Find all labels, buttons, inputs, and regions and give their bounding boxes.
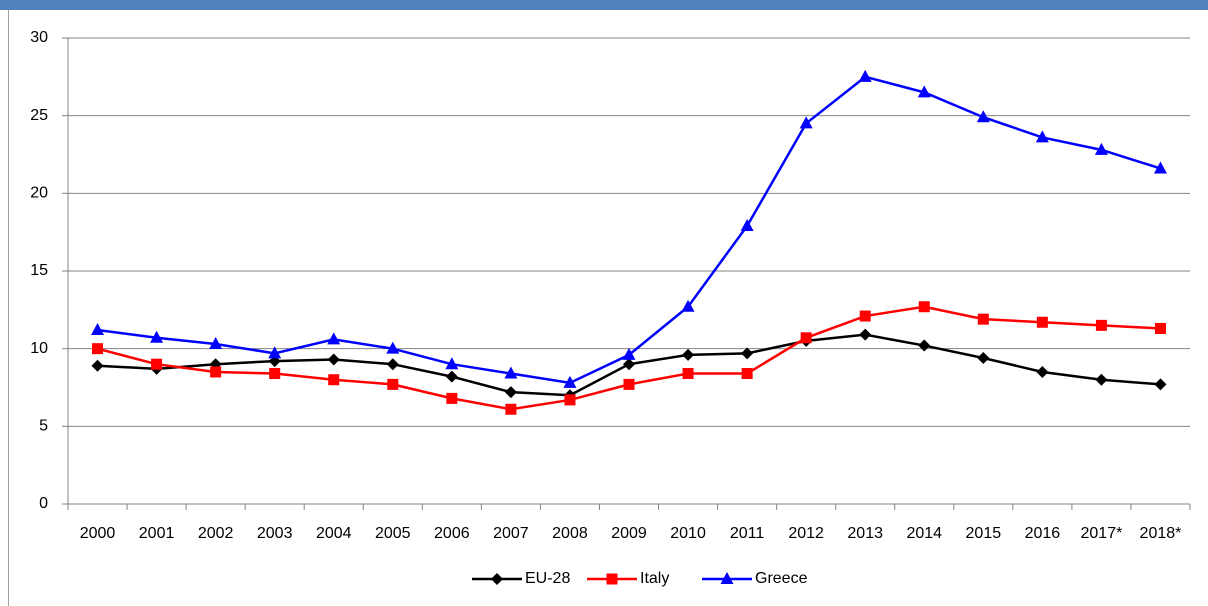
marker [681,299,695,312]
marker [328,374,340,386]
marker [327,332,341,345]
x-tick-label: 2017* [1081,525,1123,542]
legend-item: EU-28 [472,570,570,587]
y-tick-label: 20 [30,185,48,202]
marker [505,403,517,415]
x-tick-label: 2015 [966,525,1002,542]
y-tick-label: 5 [39,418,48,435]
x-tick-label: 2012 [788,525,824,542]
x-tick-label: 2005 [375,525,411,542]
marker [1035,130,1049,143]
x-tick-label: 2006 [434,525,470,542]
legend-label: Italy [640,570,669,587]
x-tick-label: 2016 [1025,525,1061,542]
x-tick-label: 2001 [139,525,175,542]
legend-label: EU-28 [525,570,570,587]
marker [682,348,695,361]
marker [491,573,503,585]
x-tick-label: 2000 [80,525,116,542]
x-tick-label: 2010 [670,525,706,542]
marker [976,110,990,123]
legend-item: Italy [587,570,669,587]
marker [446,392,458,404]
marker [918,301,930,313]
y-tick-label: 15 [30,262,48,279]
marker [150,330,164,343]
marker [504,386,517,399]
x-tick-label: 2008 [552,525,588,542]
marker [1154,322,1166,334]
marker [859,328,872,341]
header-bar [0,0,1208,10]
x-tick-label: 2009 [611,525,647,542]
marker [858,69,872,82]
marker [504,366,518,379]
marker [209,337,223,350]
marker [977,313,989,325]
series-line [97,75,1161,385]
marker [741,347,754,360]
marker [445,370,458,383]
marker [606,573,618,585]
marker [563,375,577,388]
marker [1154,378,1167,391]
x-tick-label: 2011 [730,525,765,542]
marker [151,358,163,370]
marker [387,378,399,390]
marker [91,323,105,336]
x-tick-label: 2013 [847,525,883,542]
marker [917,85,931,98]
marker [1095,373,1108,386]
marker [268,346,282,359]
marker [622,347,636,360]
marker [269,368,281,380]
y-tick-label: 25 [30,107,48,124]
marker [800,332,812,344]
x-tick-label: 2014 [906,525,942,542]
marker [92,343,104,355]
y-tick-label: 10 [30,340,48,357]
x-tick-label: 2007 [493,525,529,542]
marker [445,357,459,370]
marker [327,353,340,366]
marker [1036,365,1049,378]
marker [386,358,399,371]
marker [623,378,635,390]
y-tick-label: 30 [30,29,48,46]
marker [1094,142,1108,155]
marker [799,116,813,129]
marker [741,368,753,380]
marker [740,218,754,231]
marker [720,572,734,584]
marker [682,368,694,380]
legend-label: Greece [755,570,808,587]
marker [386,341,400,354]
x-tick-label: 2018* [1140,525,1182,542]
legend-item: Greece [702,570,808,587]
marker [1095,319,1107,331]
marker [918,339,931,352]
x-tick-label: 2003 [257,525,293,542]
marker [564,394,576,406]
x-tick-label: 2004 [316,525,352,542]
y-tick-label: 0 [39,495,48,512]
marker [91,359,104,372]
marker [1153,161,1167,174]
marker [623,358,635,371]
marker [1036,316,1048,328]
marker [210,366,222,378]
marker [977,351,990,364]
x-tick-label: 2002 [198,525,234,542]
marker [859,310,871,322]
